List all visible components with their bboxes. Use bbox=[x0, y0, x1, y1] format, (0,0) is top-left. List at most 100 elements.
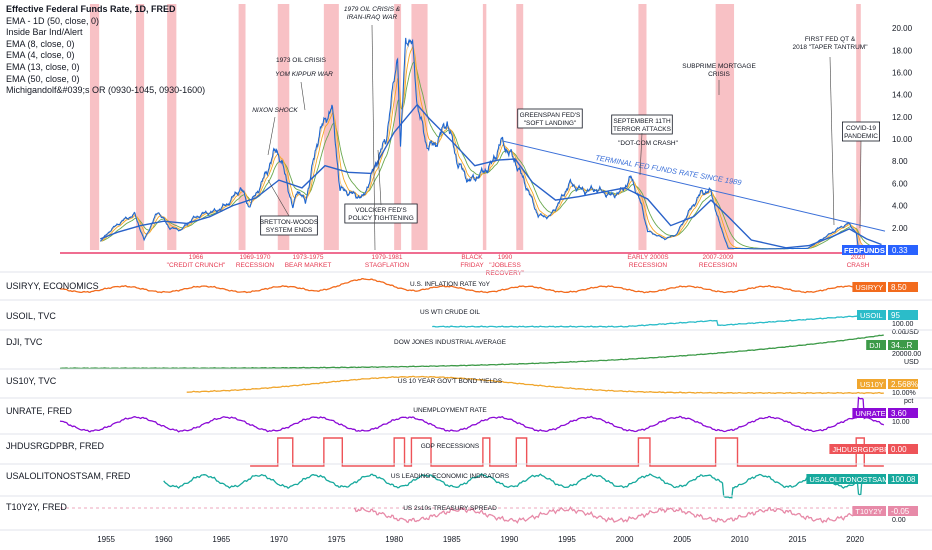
panel-center-label-0: U.S. INFLATION RATE YoY bbox=[410, 281, 491, 288]
fedfunds-badge-label-bg bbox=[842, 245, 886, 255]
x-axis-tick-9: 2000 bbox=[616, 535, 634, 544]
panel-title-usoil[interactable]: USOIL, TVC bbox=[6, 311, 56, 321]
main-y-tick-9: 2.00 bbox=[892, 224, 908, 233]
recession-label-3-line-0: 1979-1981 bbox=[371, 254, 402, 261]
panel-title-us10y[interactable]: US10Y, TVC bbox=[6, 376, 57, 386]
panel-value-bg-3 bbox=[888, 379, 918, 389]
annotation-7-line-0: SEPTEMBER 11TH bbox=[613, 118, 671, 125]
main-y-tick-5: 10.00 bbox=[892, 135, 913, 144]
panel-title-usalolitonostsam[interactable]: USALOLITONOSTSAM, FRED bbox=[6, 471, 131, 481]
annotation-pointer-1 bbox=[300, 81, 306, 111]
panel-unit-3: pct bbox=[904, 398, 913, 405]
panel-title-t10y2y[interactable]: T10Y2Y, FRED bbox=[6, 502, 67, 512]
annotation-10-line-1: 2018 "TAPER TANTRUM" bbox=[792, 44, 868, 51]
recession-label-8-line-0: 2020 bbox=[851, 254, 866, 261]
annotation-10-line-0: FIRST FED QT & bbox=[805, 36, 856, 43]
recession-band-2 bbox=[167, 4, 177, 250]
x-axis-tick-12: 2015 bbox=[789, 535, 807, 544]
panel-unit-2: USD bbox=[904, 359, 919, 366]
legend-line-ema50[interactable]: EMA (50, close, 0) bbox=[6, 73, 80, 84]
panel-value-6: 100.08 bbox=[891, 475, 916, 484]
annotation-11-line-0: COVID-19 bbox=[846, 125, 876, 132]
panel-value-bg-1 bbox=[888, 310, 918, 320]
panel-value-bg-6 bbox=[888, 474, 918, 484]
legend-line-ema4[interactable]: EMA (4, close, 0) bbox=[6, 50, 75, 61]
panel-scale-7-0: 0.00 bbox=[892, 517, 906, 524]
panel-series-7 bbox=[353, 505, 885, 524]
panel-center-label-6: US LEADING ECONOMIC INDICATORS bbox=[391, 473, 510, 480]
x-axis-tick-13: 2020 bbox=[846, 535, 864, 544]
x-axis-tick-0: 1955 bbox=[97, 535, 115, 544]
recession-label-6-line-0: EARLY 2000S bbox=[627, 254, 669, 261]
panel-value-bg-7 bbox=[888, 506, 918, 516]
panel-value-bg-5 bbox=[888, 444, 918, 454]
main-y-tick-8: 4.00 bbox=[892, 202, 908, 211]
panel-badge-bg-6 bbox=[806, 474, 886, 484]
trend-line-terminal-rate bbox=[501, 140, 886, 232]
panel-title-unrate[interactable]: UNRATE, FRED bbox=[6, 406, 72, 416]
recession-label-7-line-1: RECESSION bbox=[699, 262, 738, 269]
panel-unit-1: USD bbox=[904, 329, 919, 336]
panel-title-dji[interactable]: DJI, TVC bbox=[6, 337, 43, 347]
panel-center-label-7: US 2s10s TREASURY SPREAD bbox=[403, 505, 497, 512]
recession-label-1-line-1: RECESSION bbox=[236, 262, 275, 269]
legend-line-ema8[interactable]: EMA (8, close, 0) bbox=[6, 38, 75, 49]
panel-badge-bg-0 bbox=[852, 282, 886, 292]
panel-title-jhdusrgdpbr[interactable]: JHDUSRGDPBR, FRED bbox=[6, 441, 105, 451]
ema-13-line bbox=[100, 61, 882, 250]
panel-center-label-4: UNEMPLOYMENT RATE bbox=[413, 407, 487, 414]
annotation-pointer-7 bbox=[829, 56, 835, 226]
recession-band-11 bbox=[715, 4, 735, 250]
recession-label-5-line-2: RECOVERY" bbox=[486, 270, 525, 277]
x-axis-tick-1: 1960 bbox=[155, 535, 173, 544]
panel-center-label-2: DOW JONES INDUSTRIAL AVERAGE bbox=[394, 339, 507, 346]
annotation-box-6 bbox=[517, 108, 583, 129]
recession-label-0-line-1: "CREDIT CRUNCH" bbox=[167, 262, 226, 269]
recession-band-6 bbox=[394, 4, 402, 250]
fedfunds-badge-value: 0.33 bbox=[892, 246, 908, 255]
annotation-6-line-1: "SOFT LANDING" bbox=[524, 120, 577, 127]
panel-series-5 bbox=[250, 437, 884, 467]
ema-8-line bbox=[100, 46, 882, 250]
panel-badge-bg-4 bbox=[852, 408, 886, 418]
annotation-5-line-1: POLICY TIGHTENING bbox=[348, 215, 414, 222]
main-y-tick-3: 14.00 bbox=[892, 91, 913, 100]
panel-badge-bg-3 bbox=[857, 379, 886, 389]
panel-series-3 bbox=[186, 375, 884, 395]
panel-badge-label-2: DJI bbox=[869, 341, 880, 350]
panel-badge-label-3: US10Y bbox=[860, 380, 884, 389]
recession-label-7-line-0: 2007-2009 bbox=[702, 254, 733, 261]
legend-line-ema50-1d[interactable]: EMA - 1D (50, close, 0) bbox=[6, 15, 100, 26]
panel-value-bg-4 bbox=[888, 408, 918, 418]
panel-value-2: 34...R bbox=[891, 341, 913, 350]
panel-title-usiryy[interactable]: USIRYY, ECONOMICS bbox=[6, 281, 99, 291]
panel-series-1 bbox=[432, 313, 884, 328]
recession-label-5-line-0: 1990 bbox=[498, 254, 513, 261]
x-axis-tick-11: 2010 bbox=[731, 535, 749, 544]
panel-series-6 bbox=[163, 473, 885, 499]
x-axis-tick-7: 1990 bbox=[500, 535, 518, 544]
recession-label-5-line-1: "JOBLESS bbox=[489, 262, 521, 269]
panel-scale-2-0: 20000.00 bbox=[892, 351, 921, 358]
recession-label-3-line-1: STAGFLATION bbox=[365, 262, 409, 269]
fedfunds-badge-label: FEDFUNDS bbox=[844, 246, 885, 255]
panel-center-label-3: US 10 YEAR GOV'T BOND YIELDS bbox=[398, 378, 503, 385]
annotation-pointer-3 bbox=[267, 179, 290, 217]
legend-line-opening-range[interactable]: Michigandolf&#039;s OR (0930-1045, 0930-… bbox=[6, 85, 206, 96]
annotation-11-line-1: PANDEMIC bbox=[844, 133, 878, 140]
main-y-tick-6: 8.00 bbox=[892, 157, 908, 166]
chart-title: Effective Federal Funds Rate, 1D, FRED bbox=[6, 4, 176, 14]
panel-badge-label-4: UNRATE bbox=[855, 409, 885, 418]
panel-scale-4-0: 10.00 bbox=[892, 419, 910, 426]
legend-line-ema13[interactable]: EMA (13, close, 0) bbox=[6, 61, 80, 72]
annotation-9-line-0: SUBPRIME MORTGAGE bbox=[682, 63, 756, 70]
main-y-tick-1: 18.00 bbox=[892, 46, 913, 55]
ema-50-line bbox=[100, 103, 882, 249]
annotation-pointer-8 bbox=[859, 140, 862, 229]
annotation-6-line-0: GREENSPAN FED'S bbox=[520, 112, 581, 119]
recession-label-2-line-1: BEAR MARKET bbox=[285, 262, 332, 269]
recession-label-4-line-0: BLACK bbox=[461, 254, 483, 261]
panel-series-0 bbox=[59, 278, 885, 294]
annotation-pointer-5 bbox=[639, 132, 643, 176]
legend-line-inside-bar[interactable]: Inside Bar Ind/Alert bbox=[6, 27, 83, 38]
